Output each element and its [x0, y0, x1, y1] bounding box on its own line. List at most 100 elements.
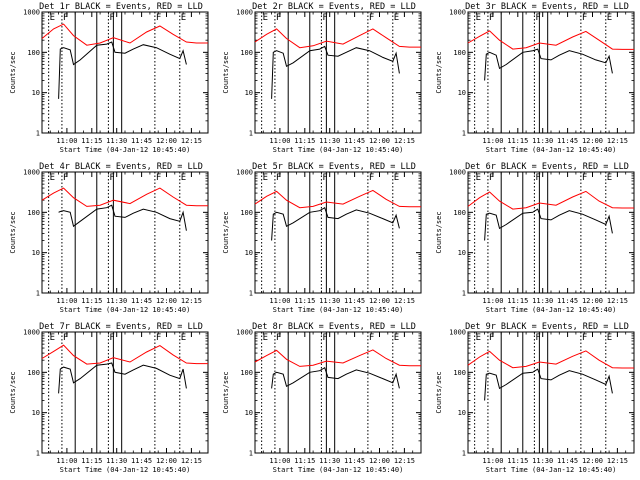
y-axis-label: Counts/sec [9, 51, 17, 93]
x-tick-label: 12:15 [181, 297, 202, 305]
y-tick-label: 1000 [23, 9, 40, 17]
x-tick-label: 11:45 [557, 457, 578, 465]
x-tick-label: 12:15 [394, 297, 415, 305]
y-tick-label: 1 [462, 450, 466, 458]
x-tick-label: 11:00 [56, 137, 77, 145]
x-tick-label: 11:00 [269, 457, 290, 465]
events-series-line [271, 206, 400, 241]
events-series-line [58, 41, 187, 99]
marker-label: F [489, 13, 494, 23]
x-tick-label: 11:15 [294, 457, 315, 465]
marker-label: F [535, 173, 540, 183]
x-tick-label: 11:45 [557, 137, 578, 145]
x-tick-label: 11:30 [532, 457, 553, 465]
marker-label: F [63, 13, 68, 23]
marker-label: F [369, 13, 374, 23]
events-series-line [271, 366, 400, 389]
plot-frame [467, 331, 635, 454]
lld-series-line [467, 190, 634, 210]
x-tick-label: 12:15 [607, 137, 628, 145]
y-tick-label: 1000 [236, 169, 253, 177]
marker-label: E [181, 333, 186, 343]
x-tick-label: 11:30 [319, 457, 340, 465]
x-tick-label: 11:30 [106, 137, 127, 145]
y-tick-label: 10 [245, 249, 253, 257]
marker-label: E [607, 173, 612, 183]
marker-label: E [476, 13, 481, 23]
chart-title: Det 4r BLACK = Events, RED = LLD [39, 162, 203, 172]
x-tick-label: 11:00 [482, 137, 503, 145]
lld-series-line [467, 30, 634, 50]
x-tick-label: 11:00 [482, 457, 503, 465]
marker-label: F [156, 333, 161, 343]
y-tick-label: 100 [453, 49, 466, 57]
lld-series-line [254, 28, 421, 49]
x-axis-label: Start Time (04-Jan-12 10:45:40) [486, 146, 617, 154]
marker-label: F [535, 13, 540, 23]
x-tick-label: 11:15 [507, 297, 528, 305]
marker-label: E [50, 333, 55, 343]
y-tick-label: 10 [32, 89, 40, 97]
x-tick-label: 12:15 [607, 457, 628, 465]
y-tick-label: 1000 [449, 9, 466, 17]
marker-label: F [63, 333, 68, 343]
y-tick-label: 10 [32, 249, 40, 257]
x-tick-label: 11:15 [81, 137, 102, 145]
marker-label: F [156, 13, 161, 23]
chart-title: Det 3r BLACK = Events, RED = LLD [465, 2, 629, 12]
x-tick-label: 11:15 [294, 297, 315, 305]
marker-label: F [582, 173, 587, 183]
y-tick-label: 100 [27, 49, 40, 57]
y-axis-label: Counts/sec [222, 371, 230, 413]
x-tick-label: 11:00 [269, 297, 290, 305]
chart-panel: Det 7r BLACK = Events, RED = LLD 1 10 100 10… [9, 322, 209, 474]
chart-title: Det 6r BLACK = Events, RED = LLD [465, 162, 629, 172]
x-tick-label: 11:00 [482, 297, 503, 305]
marker-label: E [263, 13, 268, 23]
x-tick-label: 11:15 [507, 137, 528, 145]
marker-label: F [276, 13, 281, 23]
events-series-line [271, 45, 400, 99]
y-axis-label: Counts/sec [9, 211, 17, 253]
x-tick-label: 12:00 [156, 297, 177, 305]
x-tick-label: 12:00 [582, 297, 603, 305]
marker-label: E [476, 173, 481, 183]
marker-label: E [607, 13, 612, 23]
chart-panel: Det 5r BLACK = Events, RED = LLD 1 10 100 10… [222, 162, 422, 314]
marker-label: E [263, 173, 268, 183]
events-series-line [484, 368, 613, 401]
x-tick-label: 12:00 [582, 457, 603, 465]
y-tick-label: 10 [245, 409, 253, 417]
marker-label: F [322, 13, 327, 23]
marker-label: F [322, 333, 327, 343]
x-tick-label: 11:30 [106, 297, 127, 305]
marker-label: E [394, 13, 399, 23]
marker-label: E [181, 173, 186, 183]
events-series-line [58, 362, 187, 394]
y-tick-label: 10 [245, 89, 253, 97]
plot-frame [467, 11, 635, 134]
marker-label: F [369, 173, 374, 183]
x-tick-label: 11:30 [319, 137, 340, 145]
marker-label: F [582, 333, 587, 343]
plot-frame [41, 171, 209, 294]
x-tick-label: 12:00 [369, 137, 390, 145]
x-tick-label: 11:00 [269, 137, 290, 145]
lld-series-line [254, 349, 421, 367]
x-tick-label: 11:00 [56, 457, 77, 465]
x-tick-label: 11:45 [344, 457, 365, 465]
marker-label: F [276, 173, 281, 183]
x-tick-label: 12:00 [582, 137, 603, 145]
x-tick-label: 12:00 [369, 297, 390, 305]
chart-panel: Det 8r BLACK = Events, RED = LLD 1 10 100 10… [222, 322, 422, 474]
x-tick-label: 11:15 [81, 297, 102, 305]
x-axis-label: Start Time (04-Jan-12 10:45:40) [60, 306, 191, 314]
x-tick-label: 11:45 [344, 137, 365, 145]
marker-label: F [369, 333, 374, 343]
events-series-line [58, 204, 187, 231]
x-axis-label: Start Time (04-Jan-12 10:45:40) [273, 306, 404, 314]
y-tick-label: 1 [249, 130, 253, 138]
marker-label: E [50, 173, 55, 183]
plot-frame [254, 171, 422, 294]
plot-frame [467, 171, 635, 294]
